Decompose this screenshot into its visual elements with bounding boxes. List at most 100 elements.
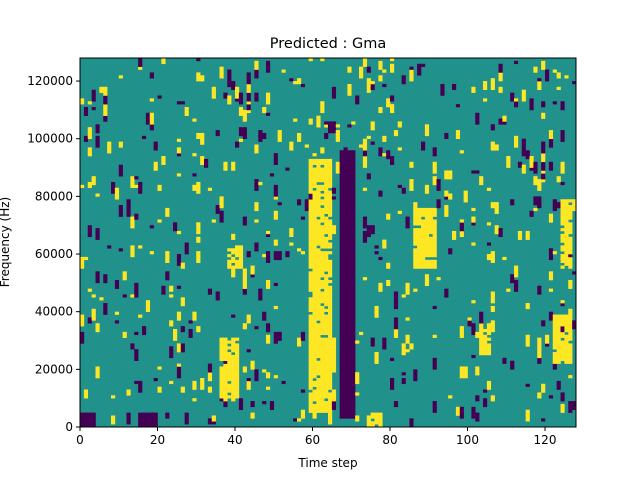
heatmap-cell bbox=[114, 187, 120, 200]
heatmap-cell bbox=[405, 282, 410, 295]
heatmap-cell bbox=[525, 150, 530, 160]
heatmap-cell bbox=[366, 225, 371, 238]
heatmap-cell bbox=[196, 236, 201, 243]
heatmap-cell bbox=[362, 156, 368, 168]
heatmap-cell bbox=[200, 132, 205, 145]
heatmap-cell bbox=[498, 118, 503, 125]
heatmap-cell bbox=[506, 288, 511, 292]
heatmap-cell bbox=[483, 334, 488, 356]
heatmap-cell bbox=[215, 130, 220, 137]
heatmap-cell bbox=[448, 170, 453, 180]
heatmap-cell bbox=[560, 101, 565, 111]
heatmap-cell bbox=[390, 357, 395, 361]
heatmap-cell bbox=[378, 60, 383, 70]
heatmap-cell bbox=[250, 360, 255, 370]
heatmap-cell bbox=[428, 207, 433, 235]
heatmap-cell bbox=[207, 363, 213, 373]
heatmap-cell bbox=[83, 256, 89, 261]
heatmap-cell bbox=[312, 167, 317, 189]
heatmap-cell bbox=[537, 392, 542, 399]
heatmap-cell bbox=[328, 285, 333, 390]
heatmap-cell bbox=[176, 285, 182, 289]
heatmap-cell bbox=[87, 101, 92, 105]
heatmap-cell bbox=[328, 242, 333, 249]
heatmap-cell bbox=[297, 132, 302, 142]
heatmap-cell bbox=[324, 132, 329, 140]
heatmap-cell bbox=[490, 395, 495, 402]
heatmap-cell bbox=[541, 383, 546, 393]
heatmap-cell bbox=[176, 173, 182, 177]
heatmap-cell bbox=[382, 337, 387, 350]
heatmap-cell bbox=[235, 86, 240, 99]
heatmap-cell bbox=[568, 254, 573, 258]
heatmap-cell bbox=[246, 92, 251, 102]
heatmap-cell bbox=[266, 386, 271, 390]
heatmap-cell bbox=[176, 343, 182, 353]
heatmap-cell bbox=[548, 271, 554, 281]
heatmap-cell bbox=[118, 205, 123, 217]
heatmap-cell bbox=[87, 288, 92, 292]
heatmap-cell bbox=[289, 242, 294, 246]
heatmap-cell bbox=[192, 173, 197, 177]
heatmap-cell bbox=[471, 323, 476, 336]
heatmap-cell bbox=[308, 58, 313, 62]
heatmap-cell bbox=[471, 406, 476, 419]
heatmap-cell bbox=[223, 92, 228, 99]
heatmap-cell bbox=[432, 334, 437, 338]
heatmap-cell bbox=[176, 363, 182, 367]
heatmap-cell bbox=[145, 300, 151, 312]
heatmap-cell bbox=[130, 245, 135, 258]
heatmap-cell bbox=[320, 158, 325, 165]
heatmap-cell bbox=[273, 251, 278, 261]
heatmap-cell bbox=[424, 259, 430, 269]
heatmap-cell bbox=[382, 239, 387, 249]
heatmap-cell bbox=[142, 135, 147, 140]
heatmap-cell bbox=[169, 285, 174, 292]
heatmap-cell bbox=[417, 63, 422, 76]
heatmap-cell bbox=[463, 190, 468, 203]
heatmap-cell bbox=[475, 112, 480, 125]
heatmap-cell bbox=[134, 184, 139, 189]
heatmap-cell bbox=[207, 386, 213, 393]
heatmap-cell bbox=[219, 398, 224, 402]
heatmap-cell bbox=[541, 112, 546, 119]
heatmap-cell bbox=[455, 406, 461, 416]
heatmap-cell bbox=[459, 406, 464, 419]
heatmap-cell bbox=[293, 81, 298, 85]
heatmap-cell bbox=[483, 389, 488, 393]
heatmap-cell bbox=[486, 380, 492, 390]
heatmap-cell bbox=[467, 317, 472, 321]
heatmap-cell bbox=[328, 158, 333, 189]
heatmap-cell bbox=[343, 147, 348, 419]
heatmap-cell bbox=[382, 69, 387, 73]
heatmap-cell bbox=[118, 248, 123, 252]
heatmap-cell bbox=[525, 334, 530, 347]
heatmap-cell bbox=[568, 256, 573, 269]
heatmap-cell bbox=[568, 222, 573, 235]
heatmap-cell bbox=[316, 184, 321, 217]
heatmap-cell bbox=[401, 294, 406, 298]
heatmap-cell bbox=[548, 130, 554, 140]
heatmap-cell bbox=[390, 58, 395, 62]
heatmap-cell bbox=[432, 219, 437, 258]
heatmap-cell bbox=[134, 176, 139, 180]
heatmap-cell bbox=[122, 271, 127, 281]
heatmap-cell bbox=[180, 297, 185, 307]
heatmap-cell bbox=[421, 63, 426, 67]
heatmap-cell bbox=[142, 412, 147, 428]
heatmap-cell bbox=[517, 230, 523, 240]
heatmap-cell bbox=[424, 184, 430, 194]
heatmap-cell bbox=[510, 92, 515, 102]
heatmap-cell bbox=[444, 205, 449, 217]
heatmap-cell bbox=[548, 248, 554, 261]
heatmap-cell bbox=[173, 328, 178, 341]
heatmap-cell bbox=[122, 331, 127, 338]
heatmap-cell bbox=[273, 210, 278, 220]
heatmap-cell bbox=[498, 228, 503, 238]
heatmap-cell bbox=[196, 251, 201, 263]
heatmap-cell bbox=[444, 288, 449, 298]
heatmap-cell bbox=[192, 153, 197, 157]
heatmap-cell bbox=[444, 190, 449, 197]
heatmap-cell bbox=[227, 248, 232, 252]
heatmap-cell bbox=[331, 225, 337, 235]
